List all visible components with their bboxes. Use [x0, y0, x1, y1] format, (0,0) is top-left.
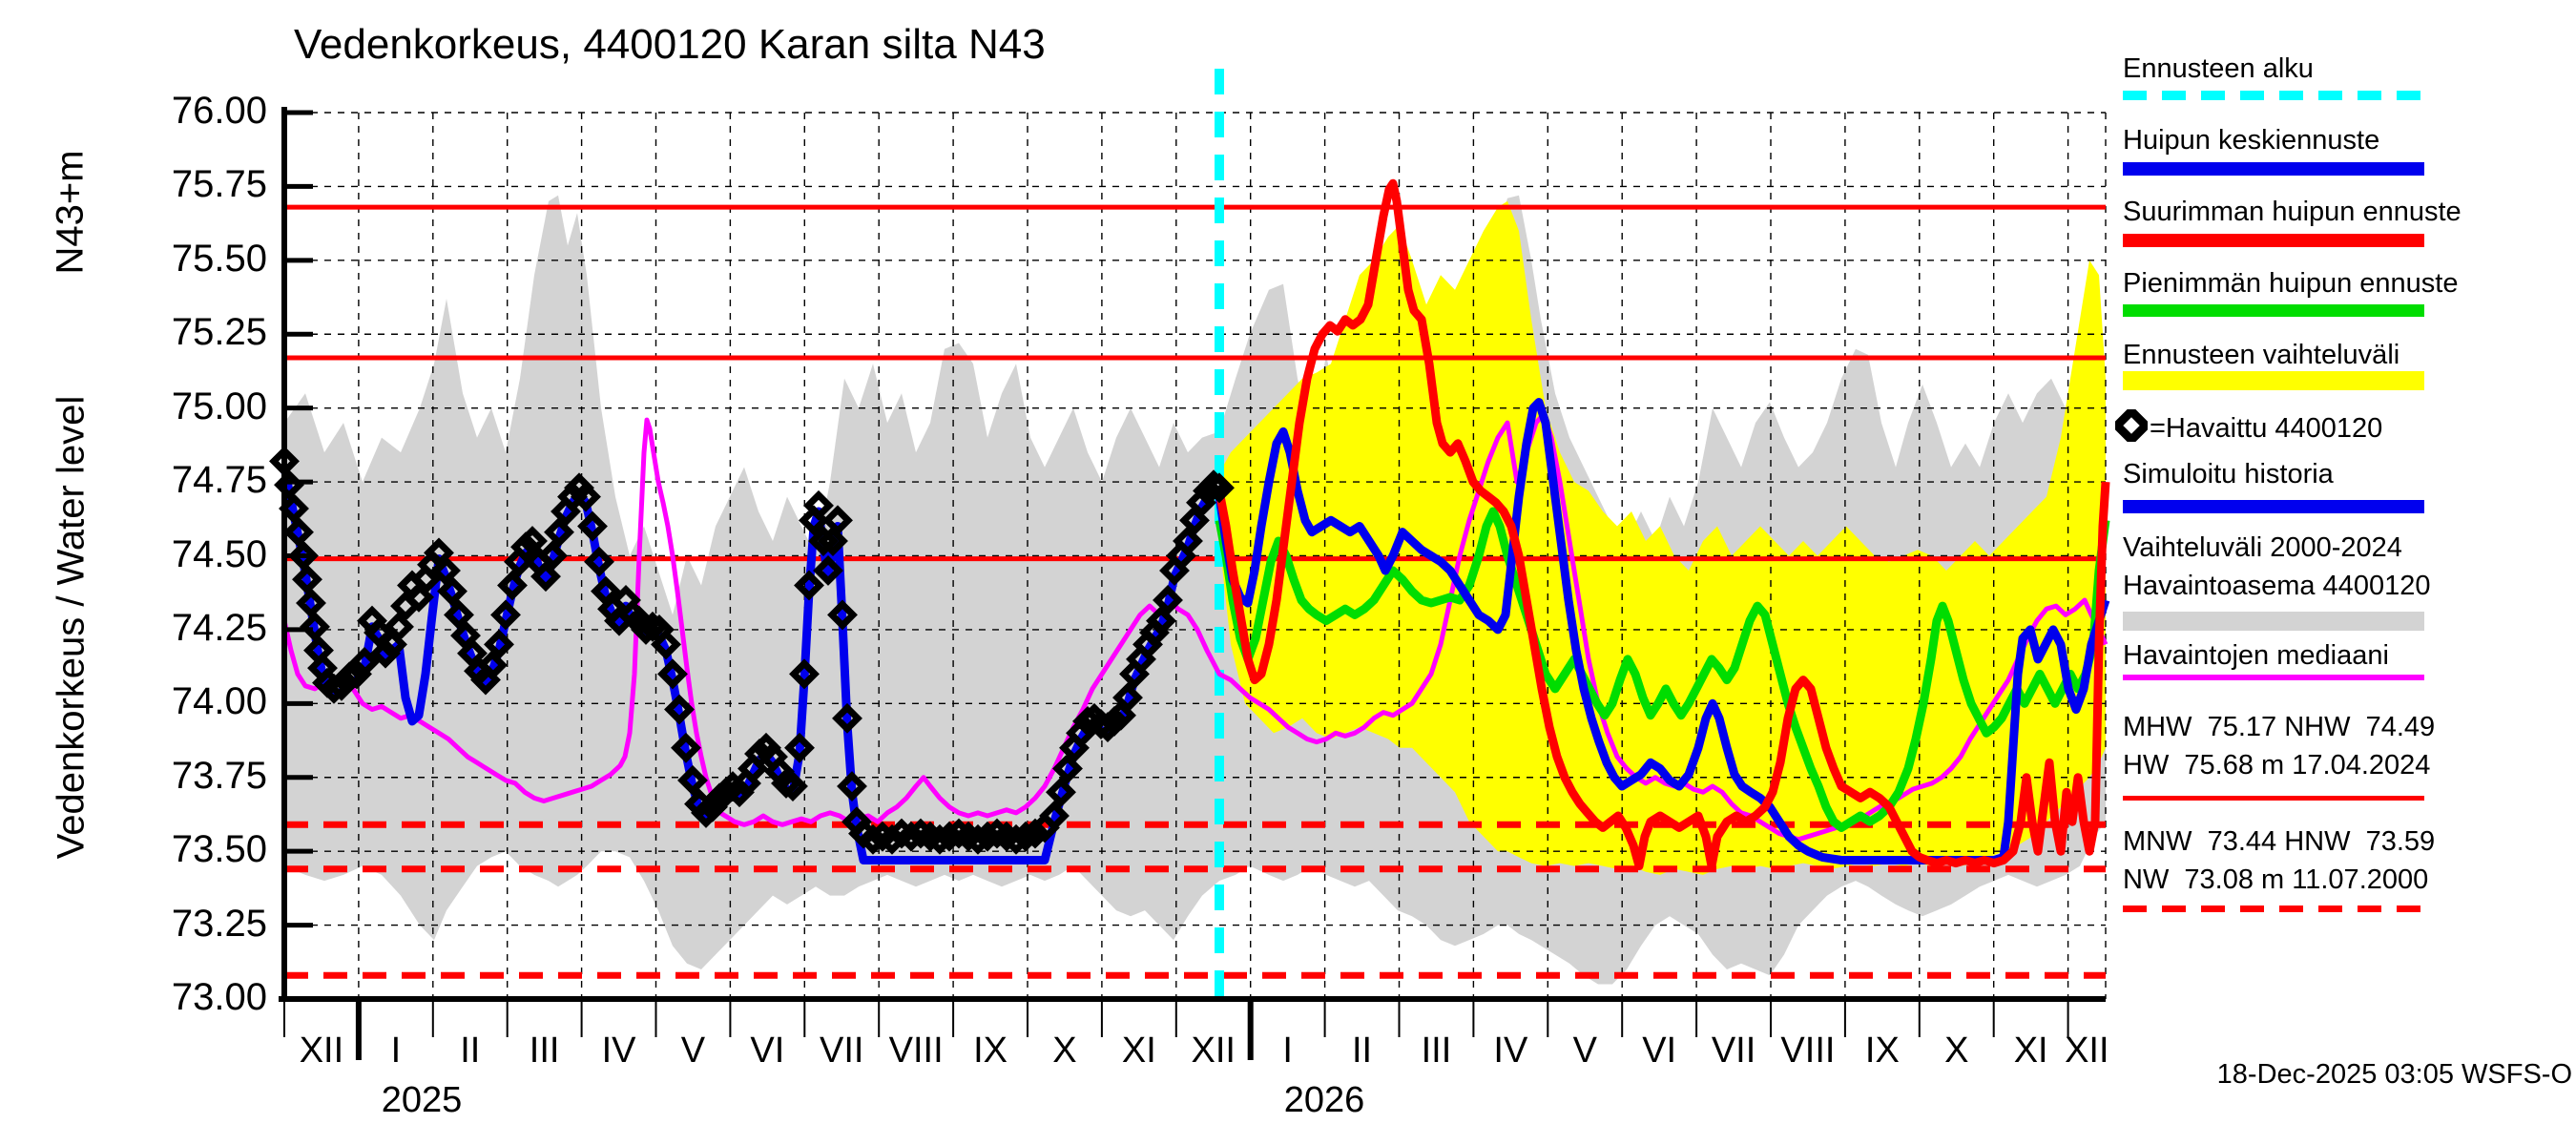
x-month-label: IX: [973, 1030, 1008, 1071]
x-month-label: XII: [1191, 1030, 1236, 1071]
legend-swatch-median: [2123, 675, 2424, 680]
x-month-label: III: [1421, 1030, 1452, 1071]
y-tick-label: 74.00: [171, 680, 267, 723]
legend-item-label-median: Havaintojen mediaani: [2123, 640, 2389, 671]
y-tick-label: 74.75: [171, 459, 267, 502]
y-tick-label: 74.50: [171, 532, 267, 575]
x-month-label: IX: [1864, 1030, 1900, 1071]
legend-swatch-peak-min: [2123, 304, 2424, 317]
legend-item-label-simulated: Simuloitu historia: [2123, 459, 2334, 489]
y-tick-label: 76.00: [171, 90, 267, 132]
x-month-label: X: [1052, 1030, 1077, 1071]
legend-item-label-forecast-range: Ennusteen vaihteluväli: [2123, 340, 2400, 370]
legend-item-label-low-stats: MNW 73.44 HNW 73.59: [2123, 826, 2436, 857]
forecast-min-line: [1215, 507, 2110, 832]
y-tick-label: 74.25: [171, 606, 267, 649]
x-month-label: V: [680, 1030, 706, 1071]
x-month-label: II: [1351, 1030, 1373, 1071]
y-tick-label: 75.00: [171, 385, 267, 427]
x-month-label: IV: [601, 1030, 636, 1071]
legend-swatch-forecast-start: [2123, 91, 2424, 100]
legend-item-label2-hist-range: Havaintoasema 4400120: [2123, 571, 2431, 601]
x-month-label: X: [1944, 1030, 1969, 1071]
legend-swatch-peak-mean: [2123, 162, 2424, 176]
legend-item-label-high-stats: MHW 75.17 NHW 74.49: [2123, 712, 2436, 742]
y-tick-label: 73.25: [171, 902, 267, 945]
x-month-label: XI: [1121, 1030, 1156, 1071]
x-year-label: 2025: [381, 1080, 463, 1120]
forecast-range-band: [1219, 200, 2106, 875]
legend-item-label-peak-mean: Huipun keskiennuste: [2123, 125, 2380, 156]
legend-item-label2-low-stats: NW 73.08 m 11.07.2000: [2123, 864, 2429, 895]
forecast-max-line: [1215, 178, 2110, 871]
legend-item-label-hist-range: Vaihteluväli 2000-2024: [2123, 532, 2402, 563]
y-axis-unit-label: N43+m: [49, 150, 92, 275]
legend-swatch-hist-range: [2123, 612, 2424, 631]
x-month-label: VI: [750, 1030, 785, 1071]
legend-item-label-observed: =Havaittu 4400120: [2150, 413, 2383, 444]
x-month-label: I: [1282, 1030, 1293, 1071]
x-month-label: II: [460, 1030, 481, 1071]
legend-swatch-low-stats: [2123, 906, 2424, 912]
legend-swatch-simulated: [2123, 500, 2424, 513]
legend-item-label-peak-min: Pienimmän huipun ennuste: [2123, 268, 2459, 299]
legend-item-label2-high-stats: HW 75.68 m 17.04.2024: [2123, 750, 2431, 781]
x-month-label: XII: [299, 1030, 344, 1071]
y-tick-label: 73.75: [171, 754, 267, 797]
y-tick-label: 73.50: [171, 828, 267, 871]
x-month-label: V: [1572, 1030, 1597, 1071]
legend-item-label-forecast-start: Ennusteen alku: [2123, 53, 2314, 84]
observed-diamond-markers: [269, 446, 1235, 855]
x-month-label: I: [390, 1030, 402, 1071]
x-month-label: VI: [1642, 1030, 1677, 1071]
x-month-label: VII: [1711, 1030, 1756, 1071]
x-year-label: 2026: [1283, 1080, 1365, 1120]
observed-diamond-icon: [2115, 409, 2148, 442]
y-tick-label: 75.75: [171, 163, 267, 206]
x-month-label: XII: [2065, 1030, 2109, 1071]
x-month-label: IV: [1493, 1030, 1528, 1071]
legend-item-label-peak-max: Suurimman huipun ennuste: [2123, 197, 2462, 227]
timestamp: 18-Dec-2025 03:05 WSFS-O: [2216, 1059, 2572, 1090]
legend-swatch-forecast-range: [2123, 371, 2424, 390]
x-month-label: VIII: [888, 1030, 944, 1071]
x-month-label: XI: [2013, 1030, 2048, 1071]
x-month-label: VIII: [1780, 1030, 1836, 1071]
y-axis-label: Vedenkorkeus / Water level: [50, 395, 93, 860]
y-tick-label: 75.50: [171, 237, 267, 280]
legend-swatch-peak-max: [2123, 234, 2424, 247]
y-tick-label: 75.25: [171, 311, 267, 354]
legend-swatch-high-stats: [2123, 796, 2424, 801]
x-month-label: VII: [820, 1030, 864, 1071]
x-month-label: III: [529, 1030, 560, 1071]
chart-title: Vedenkorkeus, 4400120 Karan silta N43: [294, 21, 1046, 68]
y-tick-label: 73.00: [171, 976, 267, 1018]
